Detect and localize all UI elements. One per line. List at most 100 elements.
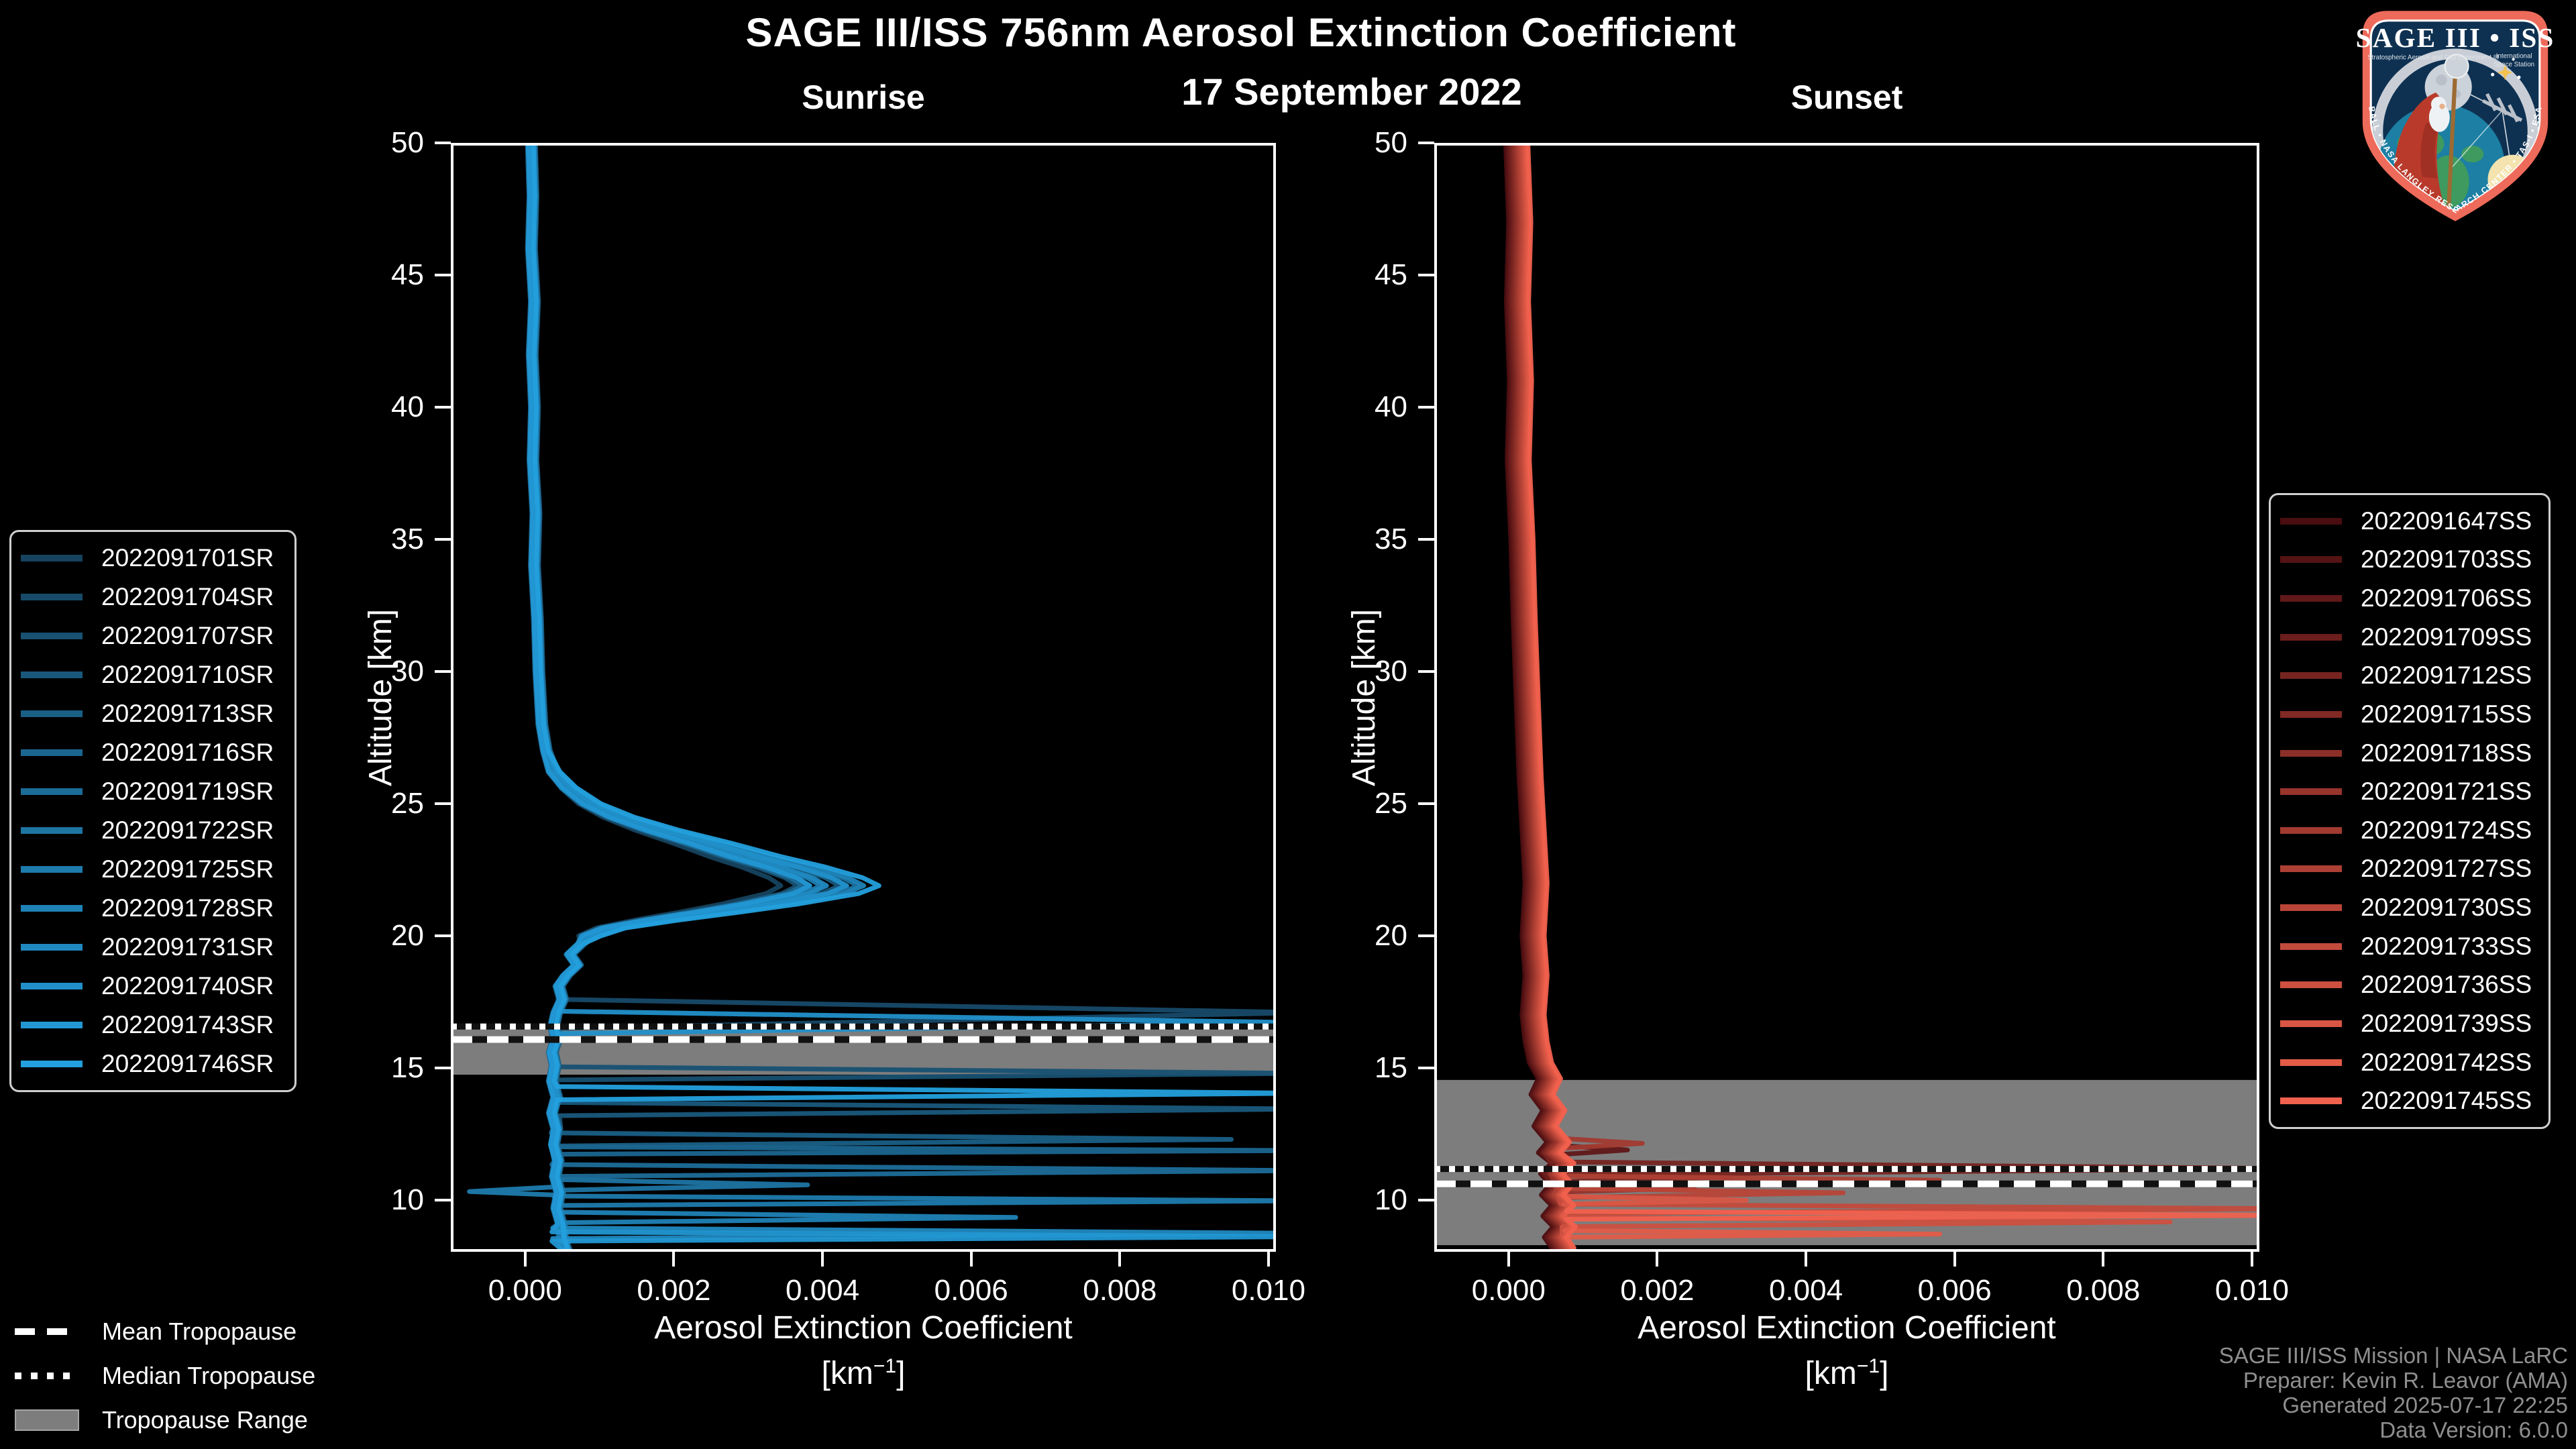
legend-item-2022091709SS: 2022091709SS	[2271, 623, 2548, 651]
sunset-x-tickmark	[1656, 1252, 1659, 1267]
legend-swatch-2022091716SR	[21, 749, 83, 756]
legend-item-2022091724SS: 2022091724SS	[2271, 816, 2548, 845]
sunrise-y-tick-label: 50	[391, 126, 424, 159]
sunrise-x-tick-label: 0.002	[637, 1274, 711, 1307]
sunrise-x-tickmark	[969, 1252, 973, 1267]
sunset-x-tickmark	[2102, 1252, 2105, 1267]
legend-swatch-2022091727SS	[2280, 865, 2342, 873]
legend-item-2022091716SR: 2022091716SR	[11, 739, 294, 767]
sunset-x-tick-label: 0.004	[1768, 1274, 1843, 1307]
legend-swatch-2022091719SR	[21, 788, 83, 795]
legend-swatch-2022091721SS	[2280, 788, 2342, 796]
legend-label-2022091728SR: 2022091728SR	[101, 894, 274, 922]
legend-swatch-2022091712SS	[2280, 672, 2342, 680]
sunrise-y-tickmark	[435, 406, 451, 409]
sunset-y-tick-label: 15	[1375, 1051, 1407, 1085]
legend-swatch-2022091703SS	[2280, 556, 2342, 564]
legend-item-2022091745SS: 2022091745SS	[2271, 1087, 2548, 1115]
sunset-x-tick-label: 0.010	[2214, 1274, 2289, 1307]
legend-item-2022091740SR: 2022091740SR	[11, 972, 294, 1000]
legend-label-2022091704SR: 2022091704SR	[101, 583, 274, 610]
legend-row-median-tropopause: Median Tropopause	[15, 1354, 315, 1398]
legend-label-2022091718SS: 2022091718SS	[2361, 739, 2532, 767]
sunset-y-tickmark	[1418, 1199, 1434, 1202]
sunset-y-tick-label: 40	[1375, 390, 1407, 424]
legend-label-2022091722SR: 2022091722SR	[101, 816, 274, 844]
legend-item-2022091721SS: 2022091721SS	[2271, 777, 2548, 806]
legend-label-2022091701SR: 2022091701SR	[101, 544, 274, 572]
page-title: SAGE III/ISS 756nm Aerosol Extinction Co…	[745, 10, 1737, 55]
profile-line-2022091743SR	[525, 143, 1276, 1252]
sunset-y-tick-label: 30	[1375, 655, 1407, 688]
sunset-y-tickmark	[1418, 802, 1434, 806]
tropopause-legend: Mean Tropopause Median Tropopause Tropop…	[15, 1309, 315, 1442]
legend-item-2022091725SR: 2022091725SR	[11, 855, 294, 883]
star-icon	[2497, 64, 2513, 80]
legend-swatch-2022091746SR	[21, 1061, 83, 1067]
legend-label-2022091739SS: 2022091739SS	[2361, 1009, 2532, 1037]
legend-swatch-2022091740SR	[21, 983, 83, 989]
legend-swatch-2022091733SS	[2280, 943, 2342, 950]
sunrise-y-tickmark	[435, 934, 451, 938]
legend-swatch-2022091739SS	[2280, 1020, 2342, 1027]
legend-label-2022091712SS: 2022091712SS	[2361, 661, 2532, 690]
sunrise-y-tickmark	[435, 538, 451, 541]
attribution-line-mission: SAGE III/ISS Mission | NASA LaRC	[2218, 1343, 2568, 1368]
legend-label-2022091719SR: 2022091719SR	[101, 777, 274, 805]
legend-item-2022091710SR: 2022091710SR	[11, 661, 294, 689]
legend-swatch-2022091718SS	[2280, 749, 2342, 757]
legend-swatch-2022091730SS	[2280, 904, 2342, 912]
sunrise-y-tick-label: 10	[391, 1183, 424, 1217]
legend-item-2022091739SS: 2022091739SS	[2271, 1010, 2548, 1038]
sunrise-y-tick-label: 15	[391, 1051, 424, 1085]
sunset-x-tick-label: 0.006	[1917, 1274, 1992, 1307]
legend-item-2022091742SS: 2022091742SS	[2271, 1049, 2548, 1077]
sunrise-x-tick-label: 0.000	[488, 1274, 562, 1307]
profile-line-2022091740SR	[530, 143, 1276, 1252]
sunrise-y-tick-label: 20	[391, 919, 424, 953]
sunrise-x-tickmark	[1267, 1252, 1270, 1267]
legend-label-2022091713SR: 2022091713SR	[101, 700, 274, 727]
profile-line-2022091728SR	[531, 143, 1018, 1252]
legend-swatch-2022091731SR	[21, 944, 83, 951]
sunset-y-tickmark	[1418, 406, 1434, 409]
legend-label-2022091746SR: 2022091746SR	[101, 1050, 274, 1077]
legend-swatch-2022091710SR	[21, 672, 83, 678]
sunrise-plot-frame	[451, 143, 1276, 1252]
legend-label-2022091745SS: 2022091745SS	[2361, 1087, 2532, 1115]
sunrise-y-tickmark	[435, 274, 451, 277]
sunrise-x-tick-label: 0.006	[934, 1274, 1008, 1307]
legend-item-2022091701SR: 2022091701SR	[11, 544, 294, 572]
sunrise-y-tick-label: 45	[391, 258, 424, 292]
legend-label-2022091743SR: 2022091743SR	[101, 1011, 274, 1038]
sunrise-x-tickmark	[1118, 1252, 1122, 1267]
sunrise-x-axis-units: [km−1]	[821, 1355, 906, 1391]
sunrise-y-tickmark	[435, 1067, 451, 1070]
legend-swatch-2022091704SR	[21, 594, 83, 600]
sunset-x-tickmark	[1507, 1252, 1510, 1267]
legend-label-2022091706SS: 2022091706SS	[2361, 584, 2532, 612]
profile-line-2022091722SR	[532, 143, 861, 1252]
sunset-event-legend: 2022091647SS 2022091703SS 2022091706SS 2022…	[2269, 493, 2551, 1129]
sunset-y-tickmark	[1418, 670, 1434, 674]
sunset-y-tick-label: 35	[1375, 523, 1407, 556]
patch-subtitle-left: Stratospheric Aerosol and Gas Experiment…	[2367, 54, 2499, 61]
sunrise-event-legend: 2022091701SR 2022091704SR 2022091707SR 2022…	[9, 530, 297, 1092]
legend-label-2022091725SR: 2022091725SR	[101, 855, 274, 883]
sunset-y-tick-label: 20	[1375, 919, 1407, 953]
profile-line-2022091710SR	[533, 143, 1276, 1252]
legend-item-2022091703SS: 2022091703SS	[2271, 545, 2548, 574]
sunrise-y-tick-label: 25	[391, 787, 424, 820]
sunrise-x-tickmark	[672, 1252, 676, 1267]
legend-label-2022091647SS: 2022091647SS	[2361, 506, 2532, 535]
attribution-line-version: Data Version: 6.0.0	[2379, 1417, 2568, 1442]
sunrise-x-tick-label: 0.004	[785, 1274, 860, 1307]
sunset-y-tick-label: 45	[1375, 258, 1407, 292]
tropopause-range-swatch	[15, 1409, 79, 1431]
legend-swatch-2022091722SR	[21, 827, 83, 834]
legend-label-2022091727SS: 2022091727SS	[2361, 855, 2532, 883]
legend-item-2022091713SR: 2022091713SR	[11, 700, 294, 728]
sunset-y-tickmark	[1418, 934, 1434, 938]
median-tropopause-line-swatch	[15, 1365, 79, 1387]
